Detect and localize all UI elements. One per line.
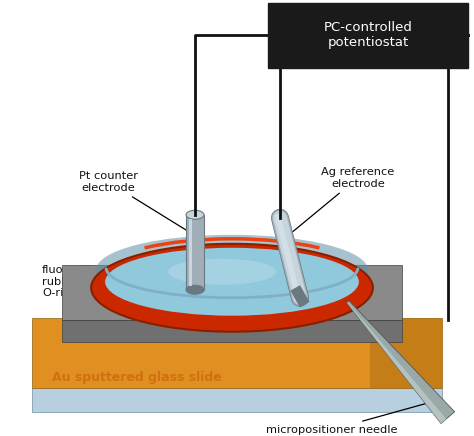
Polygon shape [189, 219, 192, 286]
Polygon shape [370, 318, 442, 388]
Text: Pt counter
electrode: Pt counter electrode [79, 171, 195, 235]
Text: Ag reference
electrode: Ag reference electrode [285, 167, 394, 238]
FancyBboxPatch shape [268, 3, 468, 68]
Polygon shape [186, 215, 204, 290]
Ellipse shape [107, 250, 357, 310]
Polygon shape [347, 301, 455, 423]
Ellipse shape [167, 256, 277, 284]
Ellipse shape [186, 285, 204, 294]
Ellipse shape [96, 235, 368, 305]
Polygon shape [347, 302, 447, 423]
Ellipse shape [186, 210, 204, 219]
Text: fluorosilicone
rubber
O-ring: fluorosilicone rubber O-ring [42, 265, 118, 298]
Text: micropositioner needle: micropositioner needle [266, 400, 437, 435]
Polygon shape [32, 388, 442, 412]
Text: HOPG working electrode: HOPG working electrode [148, 328, 288, 338]
Ellipse shape [91, 244, 373, 332]
Ellipse shape [107, 247, 357, 309]
Ellipse shape [168, 259, 276, 285]
Polygon shape [62, 320, 402, 342]
Text: Au sputtered glass slide: Au sputtered glass slide [52, 371, 222, 384]
Polygon shape [32, 318, 442, 388]
Polygon shape [62, 265, 402, 320]
Text: PC-controlled
potentiostat: PC-controlled potentiostat [323, 21, 412, 49]
Ellipse shape [105, 248, 359, 316]
